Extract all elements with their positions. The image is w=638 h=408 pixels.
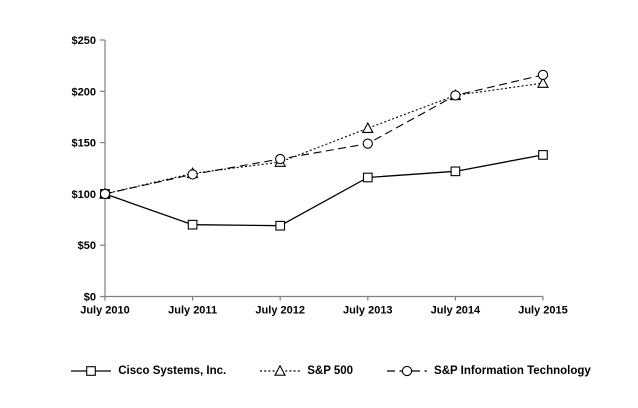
x-axis-tick-label: July 2011 xyxy=(168,305,217,317)
y-axis-tick-label: $100 xyxy=(72,189,96,201)
series-2 xyxy=(99,69,549,200)
y-axis-tick-label: $0 xyxy=(84,292,96,304)
x-axis-tick-label: July 2013 xyxy=(343,305,393,317)
series-line xyxy=(104,74,544,195)
x-axis-tick-label: July 2010 xyxy=(80,305,130,317)
y-axis-tick-label: $150 xyxy=(72,138,96,150)
circle-marker xyxy=(537,69,549,81)
x-axis-tick-label: July 2014 xyxy=(431,305,481,317)
triangle-marker xyxy=(361,121,374,133)
y-axis-tick-label: $200 xyxy=(72,86,96,98)
legend-label-sp500: S&P 500 xyxy=(307,365,354,377)
chart-legend: Cisco Systems, Inc. S&P 500 S&P Informat… xyxy=(0,364,638,378)
legend-label-cisco: Cisco Systems, Inc. xyxy=(118,365,227,377)
triangle-marker xyxy=(274,364,287,376)
x-axis-tick-label: July 2015 xyxy=(518,305,568,317)
square-marker xyxy=(86,366,97,376)
circle-marker xyxy=(362,138,373,149)
dashed-line-circle-marker-icon xyxy=(387,365,428,377)
performance-line-chart: $0 $50 $100 $150 $200 $250 July 2010 July 2011 J… xyxy=(72,35,568,317)
y-axis-tick-label: $50 xyxy=(78,240,96,252)
x-axis-tick-label: July 2012 xyxy=(255,305,305,317)
legend-item-sp-info-tech: S&P Information Technology xyxy=(387,364,591,378)
series-line xyxy=(104,154,544,227)
triangle-marker xyxy=(537,76,549,88)
solid-line-square-marker-icon xyxy=(71,366,112,376)
dotted-line-triangle-marker-icon xyxy=(260,364,301,376)
series-line xyxy=(104,82,544,195)
y-axis-tick-label: $250 xyxy=(72,35,96,47)
legend-item-cisco: Cisco Systems, Inc. xyxy=(71,364,226,378)
circle-marker xyxy=(450,90,461,101)
circle-marker xyxy=(401,365,413,377)
chart-axes xyxy=(104,40,543,298)
series-0 xyxy=(100,150,548,231)
circle-marker xyxy=(275,153,286,165)
square-marker xyxy=(187,219,198,230)
legend-item-sp500: S&P 500 xyxy=(260,364,353,378)
square-marker xyxy=(538,150,548,160)
square-marker xyxy=(450,166,461,177)
square-marker xyxy=(362,172,373,183)
legend-label-sp-info-tech: S&P Information Technology xyxy=(434,365,591,377)
circle-marker xyxy=(187,169,198,180)
circle-marker xyxy=(99,188,111,200)
square-marker xyxy=(275,220,286,231)
